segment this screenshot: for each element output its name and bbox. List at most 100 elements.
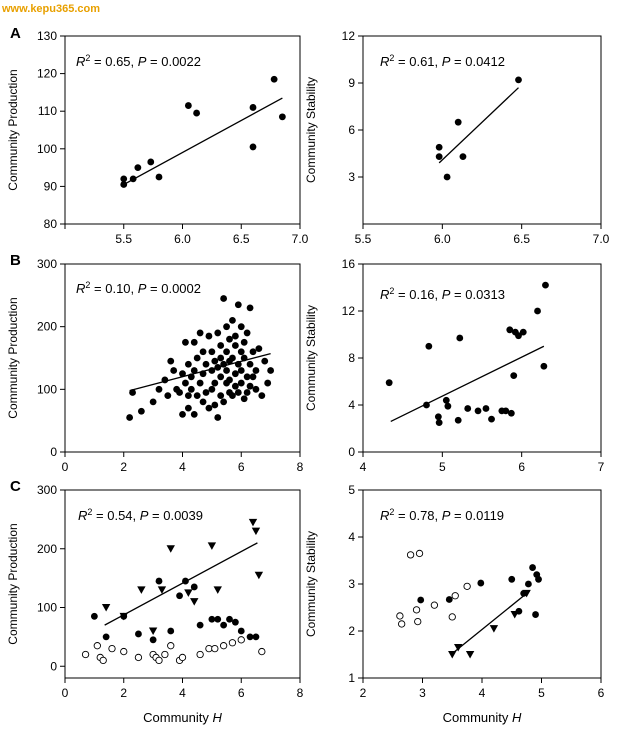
regression-line [390,345,545,423]
x-axis-label-text: Community [443,710,512,725]
data-point [219,642,228,650]
panel-label: B [10,252,21,269]
data-point [190,338,198,346]
data-point [246,360,254,368]
data-point [129,175,137,183]
data-point [184,102,192,109]
data-point [155,577,163,585]
x-tick-label: 6.5 [513,232,530,246]
chart-A-right: 3 6 9 12 5.5 6.0 6.5 7.0 Community Stability R2 =… [304,29,610,246]
data-point [120,181,128,188]
data-point [179,370,186,378]
data-point [534,307,541,315]
data-point [137,586,146,594]
stat-annotation: R2 = 0.65, P = 0.0022 [76,53,201,69]
y-tick-label: 0 [50,659,57,673]
data-point [208,367,216,374]
data-point [182,379,189,387]
data-point [258,392,266,399]
stat-p-value: = 0.0002 [146,281,201,296]
data-point [463,582,471,590]
y-tick-label: 1 [348,671,355,685]
data-point [199,398,207,406]
data-point [149,636,157,644]
data-point [137,407,145,415]
data-point [252,367,260,374]
y-axis-label: Community Stability [304,531,318,637]
data-point [148,627,158,635]
data-point [90,612,98,620]
data-point [184,392,192,399]
data-point [435,153,443,161]
data-point [120,175,128,183]
data-point [508,575,516,583]
stat-sup: 2 [85,280,90,290]
data-point [264,379,272,387]
data-point [412,606,421,614]
data-point [237,348,245,356]
data-point [129,389,136,396]
data-point [161,650,169,659]
x-tick-label: 2 [360,686,367,700]
data-point [229,354,236,362]
y-axis-label: Community Stability [304,305,318,411]
data-point [223,348,230,356]
data-point [454,118,462,126]
y-tick-label: 300 [37,257,57,271]
data-point [193,109,201,117]
data-point [246,304,254,312]
stat-r: R [380,508,389,523]
y-tick-label: 12 [342,304,356,318]
stat-annotation: R2 = 0.10, P = 0.0002 [76,280,201,296]
y-tick-label: 6 [348,123,355,137]
data-point [234,389,242,396]
data-point [182,338,189,346]
x-tick-label: 4 [179,686,186,700]
data-point [211,401,219,409]
y-tick-label: 4 [348,398,355,412]
panel-label: A [10,25,21,42]
data-point [519,328,527,336]
data-point [101,604,111,612]
data-point [435,419,443,427]
stat-r2-value: = 0.54, [92,508,139,523]
data-point [435,143,443,151]
data-point [167,357,175,365]
data-point [93,642,101,650]
data-point [214,364,222,371]
data-point [211,379,219,387]
data-point [157,586,167,594]
stat-p-value: = 0.0039 [148,508,203,523]
data-point [234,301,242,309]
x-tick-label: 6 [238,686,245,700]
data-point [425,342,433,350]
x-tick-label: 6 [238,460,245,474]
data-point [202,389,210,396]
data-point [510,372,518,380]
data-point [217,354,225,362]
x-axis-label-text: Community [143,710,212,725]
y-axis-label: Community Stability [304,77,318,183]
data-point [240,338,248,346]
data-point [220,398,228,406]
y-tick-label: 100 [37,142,57,156]
y-axis-label: Community Production [6,69,20,190]
x-tick-label: 6.0 [174,232,191,246]
data-point [208,615,216,623]
data-point [249,104,257,111]
data-point [249,348,257,356]
data-point [540,362,548,370]
y-tick-label: 0 [50,445,57,459]
data-point [252,633,260,641]
data-point [184,360,192,368]
data-point [488,415,495,423]
data-point [510,611,519,619]
x-tick-label: 7.0 [292,232,309,246]
y-tick-label: 3 [348,170,355,184]
data-point [243,329,251,337]
x-tick-label: 0 [62,460,69,474]
data-point [254,571,264,580]
stat-p: P [442,508,451,523]
stat-sup: 2 [85,53,90,63]
x-tick-label: 6 [598,686,605,700]
